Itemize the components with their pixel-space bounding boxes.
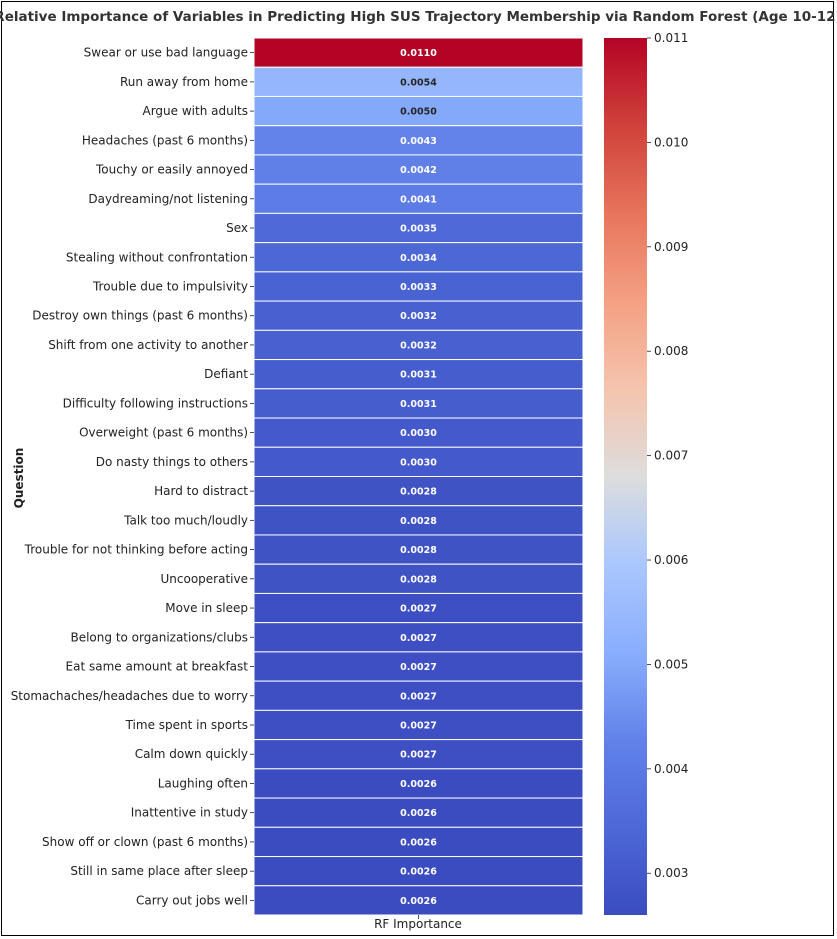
colorbar-tick-label: 0.004 [654, 762, 688, 776]
row-label: Trouble due to impulsivity [92, 279, 248, 293]
cell-value-labels: 0.0110 0.0054 0.0050 0.0043 0.0042 0.0041 0.00… [400, 48, 437, 919]
row-label: Talk too much/loudly [123, 513, 248, 527]
cell-value-label: 0.0028 [400, 516, 437, 527]
cell-value-label: 0.0041 [400, 194, 437, 205]
colorbar-tick-label: 0.006 [654, 553, 688, 567]
colorbar-tick-label: 0.008 [654, 344, 688, 358]
cell-value-label: 0.0026 [400, 867, 437, 878]
row-label: Overweight (past 6 months) [79, 426, 248, 440]
row-label: Time spent in sports [125, 718, 248, 732]
row-label: Shift from one activity to another [48, 338, 248, 352]
row-label: Hard to distract [154, 484, 248, 498]
cell-value-label: 0.0030 [400, 457, 437, 468]
row-label: Belong to organizations/clubs [70, 630, 248, 644]
cell-value-label: 0.0026 [400, 808, 437, 819]
colorbar-tick-label: 0.005 [654, 657, 688, 671]
cell-value-label: 0.0110 [400, 48, 437, 59]
chart-title: Relative Importance of Variables in Pred… [0, 9, 837, 25]
row-label: Uncooperative [161, 572, 248, 586]
colorbar [604, 38, 647, 915]
colorbar-tick-label: 0.003 [654, 866, 688, 880]
colorbar-tick-label: 0.010 [654, 135, 688, 149]
heatmap-cell [253, 534, 584, 565]
row-label: Headaches (past 6 months) [82, 133, 248, 147]
heatmap-cell [253, 622, 584, 653]
row-label: Eat same amount at breakfast [66, 660, 249, 674]
cell-value-label: 0.0028 [400, 545, 437, 556]
heatmap-cell [253, 95, 584, 127]
heatmap-cell [253, 359, 584, 390]
row-label: Inattentive in study [131, 806, 248, 820]
heatmap-cell [253, 797, 584, 828]
cell-value-label: 0.0026 [400, 779, 437, 790]
colorbar-tick-label: 0.009 [654, 240, 688, 254]
cell-value-label: 0.0031 [400, 370, 437, 381]
row-label: Show off or clown (past 6 months) [42, 835, 248, 849]
row-label: Carry out jobs well [136, 893, 248, 907]
row-label: Argue with adults [143, 104, 249, 118]
cell-value-label: 0.0028 [400, 574, 437, 585]
y-axis-label: Question [12, 448, 26, 509]
cell-value-label: 0.0026 [400, 896, 437, 907]
cell-value-label: 0.0050 [400, 107, 437, 118]
cell-value-label: 0.0033 [400, 282, 437, 293]
heatmap-cell [253, 885, 584, 916]
heatmap-cell [253, 271, 584, 302]
heatmap-cell [253, 709, 584, 741]
cell-value-label: 0.0027 [400, 662, 437, 673]
cell-value-label: 0.0054 [400, 77, 437, 88]
cell-value-label: 0.0027 [400, 691, 437, 702]
row-label: Laughing often [158, 776, 248, 790]
colorbar-tick-label: 0.011 [654, 31, 688, 45]
row-label: Move in sleep [165, 601, 248, 615]
heatmap-cell [253, 768, 584, 799]
heatmap-cell [253, 446, 584, 477]
row-label: Calm down quickly [135, 747, 248, 761]
heatmap-cell [253, 476, 584, 507]
cell-value-label: 0.0027 [400, 750, 437, 761]
cell-value-label: 0.0027 [400, 604, 437, 615]
row-label: Run away from home [120, 75, 248, 89]
row-label: Swear or use bad language [84, 46, 248, 60]
heatmap-cell [253, 856, 584, 887]
heatmap-cell [253, 592, 584, 624]
cell-value-label: 0.0027 [400, 720, 437, 731]
cell-value-label: 0.0035 [400, 224, 437, 235]
row-label: Trouble for not thinking before acting [24, 543, 248, 557]
row-label: Do nasty things to others [96, 455, 248, 469]
cell-value-label: 0.0042 [400, 165, 437, 176]
row-label: Touchy or easily annoyed [95, 163, 248, 177]
row-label: Stealing without confrontation [66, 250, 248, 264]
cell-value-label: 0.0026 [400, 837, 437, 848]
row-label: Defiant [204, 367, 248, 381]
cell-value-label: 0.0027 [400, 633, 437, 644]
x-axis-label: RF Importance [374, 917, 462, 931]
row-label: Destroy own things (past 6 months) [32, 309, 248, 323]
cell-value-label: 0.0031 [400, 399, 437, 410]
cell-value-label: 0.0032 [400, 311, 437, 322]
cell-value-label: 0.0034 [400, 253, 437, 264]
cell-value-label: 0.0043 [400, 136, 437, 147]
heatmap-cell [253, 505, 584, 536]
cell-value-label: 0.0030 [400, 428, 437, 439]
row-label: Sex [226, 221, 248, 235]
row-label: Stomachaches/headaches due to worry [11, 689, 248, 703]
heatmap-cell [253, 417, 584, 448]
colorbar-tick-label: 0.007 [654, 449, 688, 463]
heatmap-cell [253, 329, 584, 361]
cell-value-label: 0.0028 [400, 487, 437, 498]
row-labels: Swear or use bad language Run away from h… [11, 46, 254, 907]
heatmap-cell [253, 66, 584, 97]
row-label: Daydreaming/not listening [88, 192, 248, 206]
heatmap-cells [253, 37, 584, 916]
cell-value-label: 0.0032 [400, 340, 437, 351]
row-label: Difficulty following instructions [63, 396, 248, 410]
row-label: Still in same place after sleep [70, 864, 248, 878]
colorbar-ticks: 0.003 0.004 0.005 0.006 0.007 0.008 0.009 0.010… [647, 31, 688, 880]
heatmap-cell [253, 680, 584, 711]
